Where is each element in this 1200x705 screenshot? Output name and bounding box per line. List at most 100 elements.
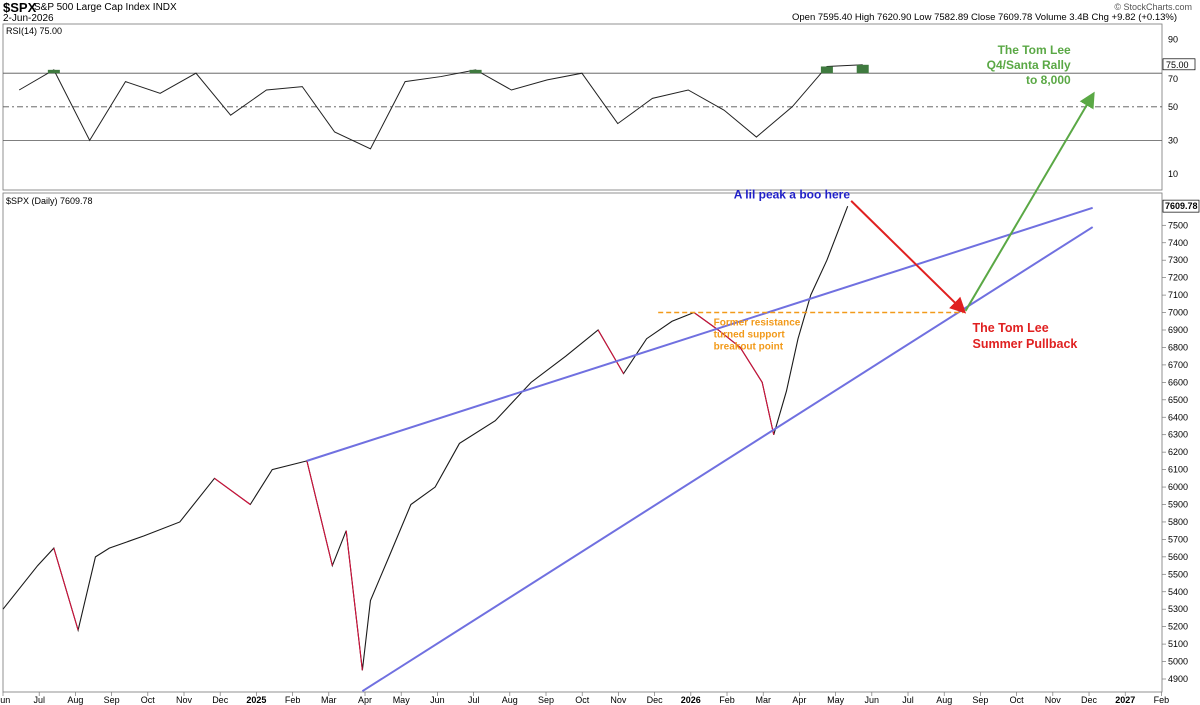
x-axis: Jun Jul Aug Sep Oct Nov Dec 2025 Feb Mar Apr May Jun… bbox=[0, 692, 1169, 705]
price-panel: 4900 5000 5100 5200 5300 5400 5500 5600 5700 5800… bbox=[2, 192, 1200, 693]
x-tick-label: Apr bbox=[358, 695, 372, 705]
price-label: $SPX (Daily) 7609.78 bbox=[6, 196, 93, 206]
rsi-label: RSI(14) 75.00 bbox=[6, 26, 62, 36]
price-down-segment bbox=[761, 382, 775, 435]
ticker-symbol: $SPX bbox=[3, 0, 37, 15]
x-tick-label: Feb bbox=[1154, 695, 1170, 705]
instrument-fullname: S&P 500 Large Cap Index bbox=[34, 2, 151, 13]
x-tick-label: Apr bbox=[792, 695, 806, 705]
x-tick-label: Sep bbox=[538, 695, 554, 705]
rsi-panel: 10 30 50 90 70 75.00 RSI(14) 75.00 bbox=[2, 23, 1196, 191]
support-annotation: Former resistance bbox=[714, 318, 801, 329]
price-tick-label: 6200 bbox=[1168, 447, 1188, 457]
price-tick-label: 4900 bbox=[1168, 674, 1188, 684]
price-tick-label: 7000 bbox=[1168, 308, 1188, 318]
price-tick-label: 5700 bbox=[1168, 534, 1188, 544]
rsi-last-value: 75.00 bbox=[1166, 60, 1189, 70]
price-tick-label: 5500 bbox=[1168, 569, 1188, 579]
price-tick-label: 6100 bbox=[1168, 465, 1188, 475]
rsi-tick-label: 70 bbox=[1168, 74, 1178, 84]
price-down-segment bbox=[597, 329, 624, 374]
price-tick-label: 7100 bbox=[1168, 290, 1188, 300]
rally-annotation: The Tom Lee bbox=[998, 43, 1071, 57]
price-tick-label: 5100 bbox=[1168, 639, 1188, 649]
x-tick-label: Jul bbox=[33, 695, 45, 705]
x-tick-label: Aug bbox=[67, 695, 83, 705]
support-annotation: breakout point bbox=[714, 342, 784, 353]
exchange-code: INDX bbox=[152, 2, 177, 13]
x-tick-label: Mar bbox=[755, 695, 771, 705]
price-down-segment bbox=[739, 347, 763, 383]
x-tick-label: Sep bbox=[104, 695, 120, 705]
price-tick-label: 7500 bbox=[1168, 220, 1188, 230]
price-tick-label: 5900 bbox=[1168, 500, 1188, 510]
x-tick-label: Dec bbox=[1081, 695, 1098, 705]
chart-date: 2-Jun-2026 bbox=[3, 13, 54, 24]
instrument-name: S&P 500 Large Cap Index INDX bbox=[34, 2, 177, 13]
peak-annotation: A lil peak a boo here bbox=[734, 187, 851, 201]
rally-annotation: to 8,000 bbox=[1026, 73, 1071, 87]
x-tick-label: Jun bbox=[430, 695, 445, 705]
x-tick-label: Oct bbox=[141, 695, 156, 705]
price-tick-label: 6400 bbox=[1168, 412, 1188, 422]
price-last-value: 7609.78 bbox=[1165, 201, 1198, 211]
x-tick-label: Dec bbox=[212, 695, 229, 705]
price-tick-label: 6700 bbox=[1168, 360, 1188, 370]
rsi-line bbox=[18, 64, 863, 150]
price-down-segment bbox=[717, 329, 741, 348]
price-tick-label: 5200 bbox=[1168, 622, 1188, 632]
x-tick-label: Nov bbox=[610, 695, 627, 705]
x-tick-label: Oct bbox=[1010, 695, 1025, 705]
price-tick-label: 5600 bbox=[1168, 552, 1188, 562]
x-tick-label: 2025 bbox=[246, 695, 266, 705]
price-tick-label: 6800 bbox=[1168, 342, 1188, 352]
x-tick-label: Aug bbox=[502, 695, 518, 705]
price-tick-label: 6000 bbox=[1168, 482, 1188, 492]
x-tick-label: Dec bbox=[647, 695, 664, 705]
rsi-overbought-fill bbox=[47, 69, 60, 74]
price-tick-label: 5800 bbox=[1168, 517, 1188, 527]
brand-logo: © StockCharts.com bbox=[1114, 2, 1192, 12]
x-tick-label: Jul bbox=[902, 695, 914, 705]
price-down-segment bbox=[214, 477, 251, 505]
price-tick-label: 7400 bbox=[1168, 238, 1188, 248]
x-tick-label: Sep bbox=[972, 695, 988, 705]
annotations: A lil peak a boo here The Tom Lee Summer P… bbox=[714, 43, 1095, 353]
rsi-tick-label: 30 bbox=[1168, 135, 1178, 145]
x-tick-label: Oct bbox=[575, 695, 590, 705]
x-tick-label: Nov bbox=[1045, 695, 1062, 705]
pullback-annotation: Summer Pullback bbox=[972, 337, 1077, 351]
x-tick-label: Mar bbox=[321, 695, 337, 705]
channel-lower bbox=[361, 226, 1094, 693]
channel-upper bbox=[306, 206, 1093, 462]
price-down-segment bbox=[306, 460, 333, 566]
rsi-overbought-fill bbox=[820, 66, 833, 74]
rally-arrow bbox=[964, 91, 1095, 312]
ohlc-summary: Open 7595.40 High 7620.90 Low 7582.89 Cl… bbox=[792, 12, 1178, 23]
price-down-segment bbox=[693, 312, 719, 331]
x-tick-label: Feb bbox=[719, 695, 735, 705]
rally-annotation: Q4/Santa Rally bbox=[987, 58, 1071, 72]
price-tick-label: 6600 bbox=[1168, 377, 1188, 387]
x-tick-label: May bbox=[827, 695, 845, 705]
x-tick-label: Aug bbox=[936, 695, 952, 705]
pullback-arrow bbox=[850, 200, 967, 314]
chart-header: $SPX S&P 500 Large Cap Index INDX 2-Jun-… bbox=[0, 0, 1200, 24]
support-annotation: turned support bbox=[714, 330, 786, 341]
rsi-overbought-fill bbox=[856, 64, 869, 74]
x-tick-label: May bbox=[393, 695, 411, 705]
x-tick-label: 2026 bbox=[681, 695, 701, 705]
price-last-value-box bbox=[1162, 199, 1200, 213]
rsi-tick-label: 90 bbox=[1168, 35, 1178, 45]
price-down-segment bbox=[345, 530, 363, 671]
price-line bbox=[2, 205, 849, 671]
price-tick-label: 7200 bbox=[1168, 273, 1188, 283]
x-tick-label: Feb bbox=[285, 695, 301, 705]
price-tick-label: 5300 bbox=[1168, 604, 1188, 614]
pullback-annotation: The Tom Lee bbox=[972, 321, 1048, 335]
rsi-tick-label: 10 bbox=[1168, 169, 1178, 179]
rsi-overbought-fill bbox=[469, 69, 482, 74]
rsi-last-value-box bbox=[1162, 58, 1196, 71]
price-frame bbox=[2, 192, 1163, 693]
